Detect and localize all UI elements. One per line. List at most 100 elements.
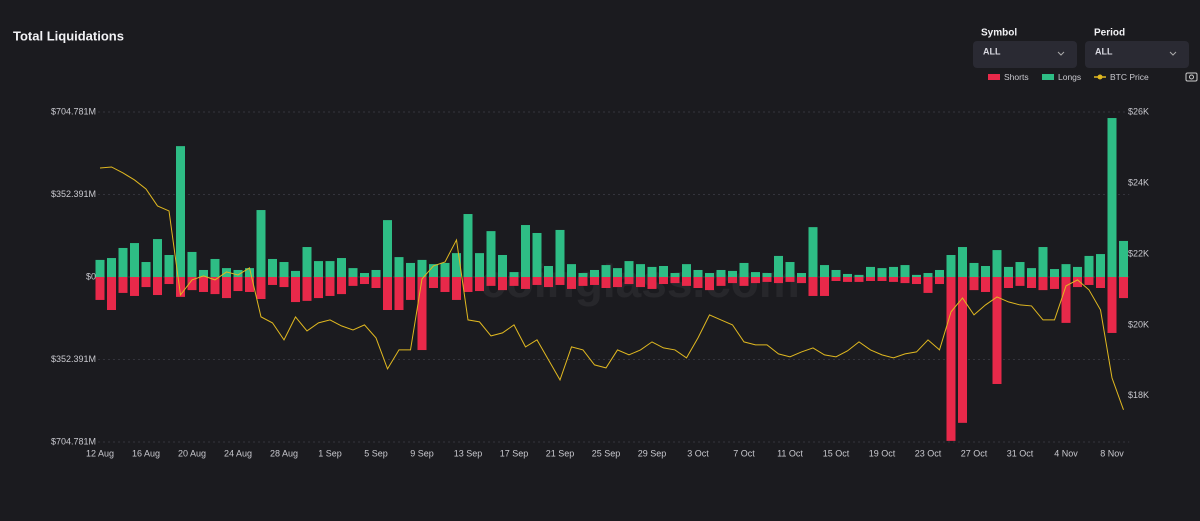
period-dropdown[interactable]: ALL (1085, 41, 1189, 68)
y-tick-label: $704.781M (51, 436, 96, 446)
bar (486, 231, 496, 277)
bar (636, 264, 645, 277)
bar (981, 277, 990, 292)
bar (279, 277, 289, 288)
bar (348, 277, 358, 286)
bar (981, 265, 990, 277)
bar (118, 247, 128, 277)
bar (716, 269, 726, 277)
bar (199, 269, 208, 277)
bar (291, 277, 300, 303)
bar (199, 277, 208, 292)
y-tick-label: $704.781M (51, 106, 96, 116)
bar (233, 277, 243, 292)
bar (785, 277, 795, 282)
dropdown-value[interactable]: ALL (983, 46, 1001, 56)
bar (1004, 277, 1013, 289)
bar (325, 261, 335, 277)
bar (222, 268, 231, 277)
bar (371, 277, 381, 289)
bar (624, 261, 634, 277)
bar (969, 262, 979, 277)
x-tick-label: 11 Oct (777, 448, 803, 458)
bar (762, 277, 772, 282)
bar (532, 277, 542, 285)
bar (946, 254, 956, 277)
bar (923, 273, 933, 277)
bar (647, 266, 657, 277)
bar (843, 277, 852, 282)
bar (820, 277, 829, 296)
y2-tick-label: $20K (1128, 319, 1149, 329)
bar (544, 265, 553, 277)
bar (210, 277, 220, 295)
legend-swatch (1042, 74, 1054, 80)
x-tick-label: 23 Oct (915, 448, 942, 458)
x-tick-label: 16 Aug (132, 448, 160, 458)
bar (1050, 277, 1059, 289)
bar (797, 273, 806, 277)
bar (509, 277, 519, 286)
camera-icon[interactable] (1185, 72, 1198, 82)
bar (693, 277, 703, 289)
bar (417, 277, 427, 351)
bar (670, 273, 680, 277)
bar (164, 254, 174, 277)
bar (739, 262, 749, 277)
bar (613, 268, 622, 277)
x-tick-label: 5 Sep (364, 448, 388, 458)
dropdown-value[interactable]: ALL (1095, 46, 1113, 56)
bar (498, 277, 507, 291)
camera-body[interactable] (1185, 72, 1198, 82)
bar (394, 277, 404, 311)
bar (302, 277, 312, 301)
bar (337, 277, 346, 295)
bar (647, 277, 657, 289)
bar (831, 277, 841, 281)
bar (670, 277, 680, 284)
dropdown-box[interactable] (1085, 41, 1189, 68)
x-tick-label: 29 Sep (638, 448, 667, 458)
bar (935, 277, 944, 285)
bar (314, 277, 323, 299)
bar (751, 277, 760, 284)
bar (1119, 240, 1128, 277)
bar (1050, 269, 1059, 277)
bar (164, 277, 174, 285)
bar (820, 265, 829, 277)
bar (302, 247, 312, 277)
x-tick-label: 27 Oct (961, 448, 988, 458)
bar (210, 258, 220, 277)
legend-label: Longs (1058, 72, 1081, 82)
x-tick-label: 4 Nov (1054, 448, 1078, 458)
bar (1107, 118, 1117, 277)
bar (946, 277, 956, 441)
bar (95, 259, 105, 277)
camera-lens[interactable] (1189, 74, 1194, 80)
bar (176, 146, 185, 277)
bar (935, 269, 944, 277)
bar (1061, 277, 1071, 323)
symbol-dropdown[interactable]: ALL (973, 41, 1077, 68)
bar (406, 262, 415, 277)
bar (107, 277, 116, 311)
chevron[interactable] (1169, 51, 1177, 56)
bar (1015, 277, 1025, 286)
dropdown-box[interactable] (973, 41, 1077, 68)
bar (314, 261, 323, 277)
chevron[interactable] (1057, 51, 1065, 56)
bar (475, 253, 484, 277)
bar (222, 277, 231, 299)
bar (912, 274, 921, 277)
bar (624, 277, 634, 285)
bar (900, 277, 910, 284)
bar (958, 277, 967, 423)
bar (590, 277, 599, 285)
bar (268, 277, 277, 285)
bar (1027, 277, 1036, 289)
bar (682, 264, 691, 277)
x-tick-label: 25 Sep (592, 448, 621, 458)
bar (969, 277, 979, 291)
bar (1084, 277, 1094, 285)
